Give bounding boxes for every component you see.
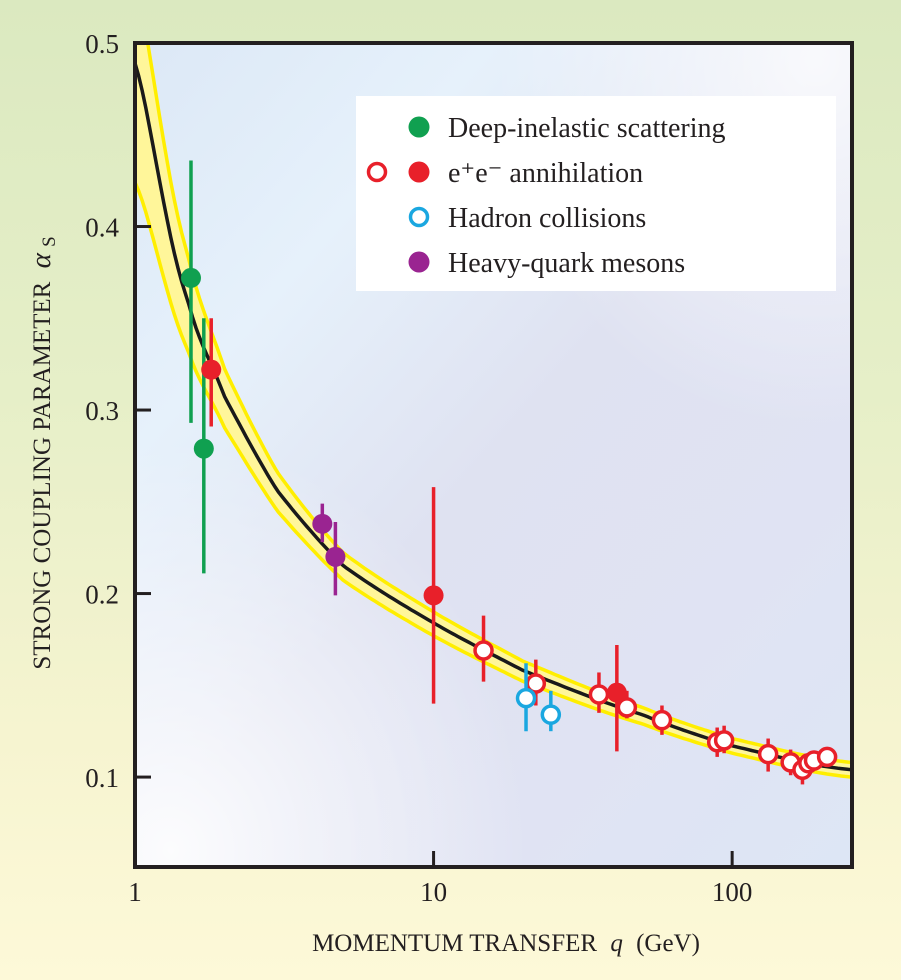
legend-item-dis: Deep-inelastic scattering xyxy=(408,113,726,144)
data-point-filled xyxy=(193,438,214,459)
legend-marker-filled xyxy=(408,116,430,138)
data-point-filled xyxy=(312,513,333,534)
data-point-open xyxy=(540,704,562,725)
x-tick-label: 10 xyxy=(420,877,447,907)
series-dis xyxy=(180,160,214,574)
data-point-filled xyxy=(180,267,201,288)
uncertainty-band-lower-edge xyxy=(135,181,852,779)
y-tick-label: 0.1 xyxy=(85,763,119,793)
y-axis-variable: α xyxy=(25,252,57,268)
y-tick-label: 0.2 xyxy=(85,580,119,610)
x-tick-label: 1 xyxy=(128,877,142,907)
legend-label: Deep-inelastic scattering xyxy=(448,113,726,144)
legend-marker-filled xyxy=(408,161,430,183)
legend-label: e⁺e⁻ annihilation xyxy=(448,158,643,189)
data-point-open xyxy=(757,743,779,765)
legend-item-heavy: Heavy-quark mesons xyxy=(408,248,685,279)
x-tick-label: 100 xyxy=(712,877,753,907)
y-axis-subscript: S xyxy=(39,236,60,247)
legend: Deep-inelastic scattering e⁺e⁻ annihilati… xyxy=(356,96,836,291)
legend-item-ee: e⁺e⁻ annihilation xyxy=(366,158,643,189)
data-point-open xyxy=(515,687,537,709)
data-point-open xyxy=(816,746,838,768)
data-point-open xyxy=(588,684,610,705)
x-axis-unit: (GeV) xyxy=(636,930,700,957)
data-point-open xyxy=(616,697,638,718)
legend-marker-open xyxy=(366,161,388,183)
data-point-open xyxy=(651,709,673,731)
series-ee xyxy=(201,318,838,785)
axis-ticks: 1 10 100 0.1 0.2 0.3 0.4 0.5 xyxy=(85,29,752,907)
plot-frame xyxy=(133,41,854,869)
y-tick-label: 0.5 xyxy=(85,29,119,59)
x-axis-variable: q xyxy=(610,930,623,957)
y-tick-label: 0.4 xyxy=(85,213,119,243)
data-point-filled xyxy=(325,546,346,567)
x-axis-title: MOMENTUM TRANSFER q (GeV) xyxy=(312,930,700,957)
data-point-filled xyxy=(201,359,222,380)
x-axis-title-text: MOMENTUM TRANSFER xyxy=(312,930,597,957)
y-tick-label: 0.3 xyxy=(85,396,119,426)
data-points xyxy=(180,160,838,785)
legend-marker-open xyxy=(408,206,430,228)
legend-label: Hadron collisions xyxy=(448,203,646,234)
legend-box xyxy=(356,96,836,291)
y-axis-title-text: STRONG COUPLING PARAMETER xyxy=(29,281,56,669)
series-hadron xyxy=(515,663,562,732)
series-heavy xyxy=(312,503,346,596)
data-point-open xyxy=(473,640,494,661)
legend-marker-filled xyxy=(408,251,430,273)
legend-label: Heavy-quark mesons xyxy=(448,248,685,279)
y-axis-title: STRONG COUPLING PARAMETER α S xyxy=(25,236,60,669)
data-point-filled xyxy=(606,682,627,703)
data-point-filled xyxy=(423,585,444,606)
data-point-open xyxy=(713,730,735,751)
legend-item-hadron: Hadron collisions xyxy=(408,203,646,234)
